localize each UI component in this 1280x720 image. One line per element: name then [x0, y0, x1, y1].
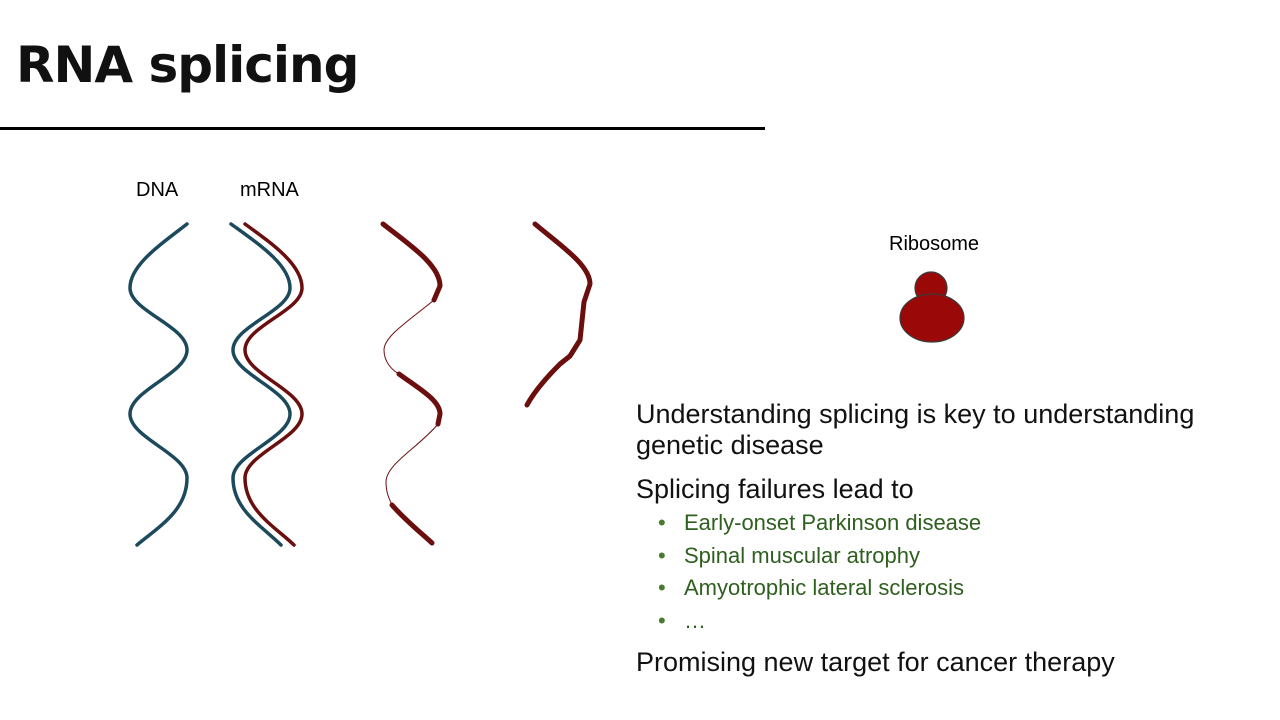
key-point-3-text: Promising new target for cancer therapy — [636, 647, 1115, 677]
list-item-text: Amyotrophic lateral sclerosis — [684, 575, 964, 600]
bullet-marker: • — [658, 542, 666, 568]
list-item-text: … — [684, 607, 706, 633]
key-point-3: Promising new target for cancer therapy — [636, 647, 1256, 678]
intron-1 — [383, 299, 435, 375]
key-point-1-text: Understanding splicing is key to underst… — [636, 399, 1195, 460]
ribosome — [899, 271, 965, 343]
key-point-2: Splicing failures lead to • Early-onset … — [636, 474, 1256, 637]
slide-title: RNA splicing — [16, 36, 359, 94]
key-point-2-text: Splicing failures lead to — [636, 474, 914, 504]
dna-template-strand — [229, 222, 292, 547]
dna-label: DNA — [136, 179, 179, 201]
ribosome-label: Ribosome — [889, 233, 980, 255]
mrna-strand — [243, 222, 304, 547]
list-item: • Spinal muscular atrophy — [636, 540, 1256, 573]
key-point-1: Understanding splicing is key to underst… — [636, 399, 1256, 461]
bullet-marker: • — [658, 607, 666, 633]
list-item: • Amyotrophic lateral sclerosis — [636, 572, 1256, 605]
title-underline — [0, 127, 765, 130]
intron-2 — [385, 423, 439, 506]
list-item: • … — [636, 605, 1256, 638]
dna-strand — [128, 222, 189, 547]
mrna-label: mRNA — [240, 179, 299, 201]
pre-mrna — [380, 221, 443, 546]
ribosome-large-subunit — [899, 293, 965, 343]
bullet-marker: • — [658, 510, 666, 535]
list-item: • Early-onset Parkinson disease — [636, 507, 1256, 540]
exon-3 — [389, 502, 435, 546]
list-item-text: Early-onset Parkinson disease — [684, 510, 982, 535]
exon-1 — [380, 221, 443, 303]
exon-2 — [396, 371, 443, 427]
mature-mrna — [524, 221, 593, 408]
bullet-marker: • — [658, 575, 666, 600]
disease-list: • Early-onset Parkinson disease • Spinal… — [636, 507, 1256, 637]
list-item-text: Spinal muscular atrophy — [684, 542, 921, 568]
